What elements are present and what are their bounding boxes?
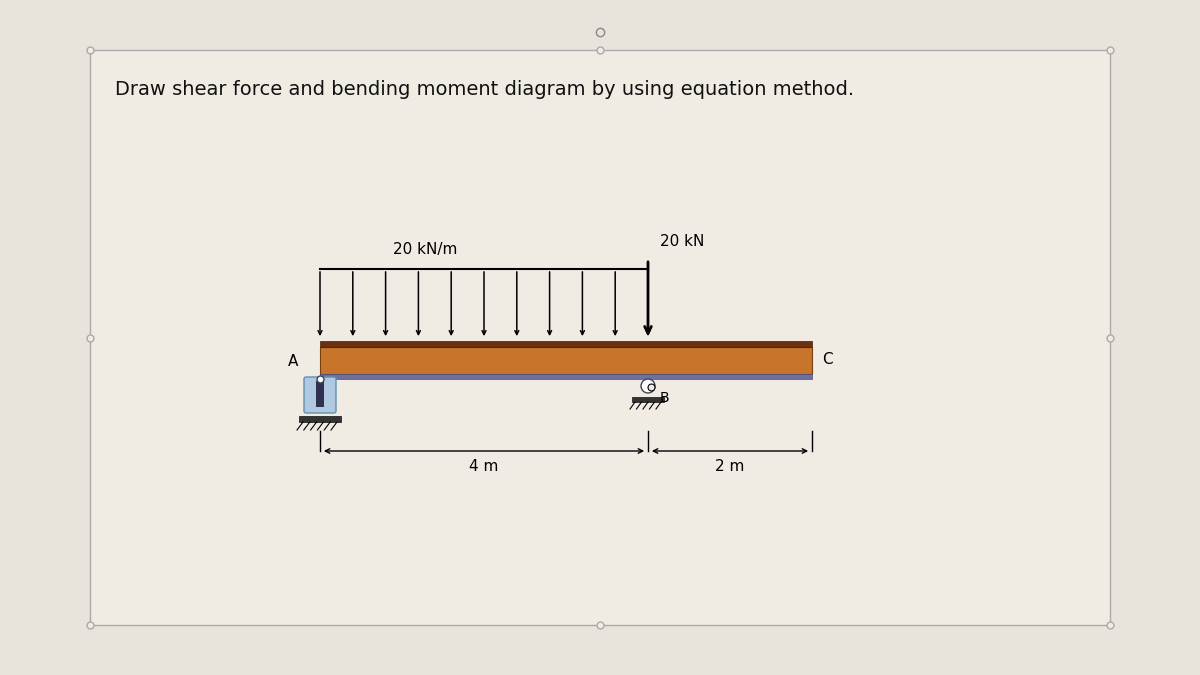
Bar — [90, 50, 1110, 625]
Text: A: A — [288, 354, 298, 369]
Text: 4 m: 4 m — [469, 459, 499, 474]
Bar — [316, 381, 324, 407]
Bar — [299, 416, 341, 422]
Circle shape — [641, 379, 655, 393]
Text: 20 kN/m: 20 kN/m — [392, 242, 457, 257]
Bar — [632, 397, 664, 402]
Text: C: C — [822, 352, 833, 367]
Text: B: B — [660, 391, 670, 405]
Bar — [320, 346, 812, 373]
FancyBboxPatch shape — [304, 377, 336, 413]
Bar — [320, 373, 812, 379]
Bar — [320, 341, 812, 346]
Text: Draw shear force and bending moment diagram by using equation method.: Draw shear force and bending moment diag… — [115, 80, 854, 99]
Text: 2 m: 2 m — [715, 459, 745, 474]
Text: 20 kN: 20 kN — [660, 234, 704, 249]
